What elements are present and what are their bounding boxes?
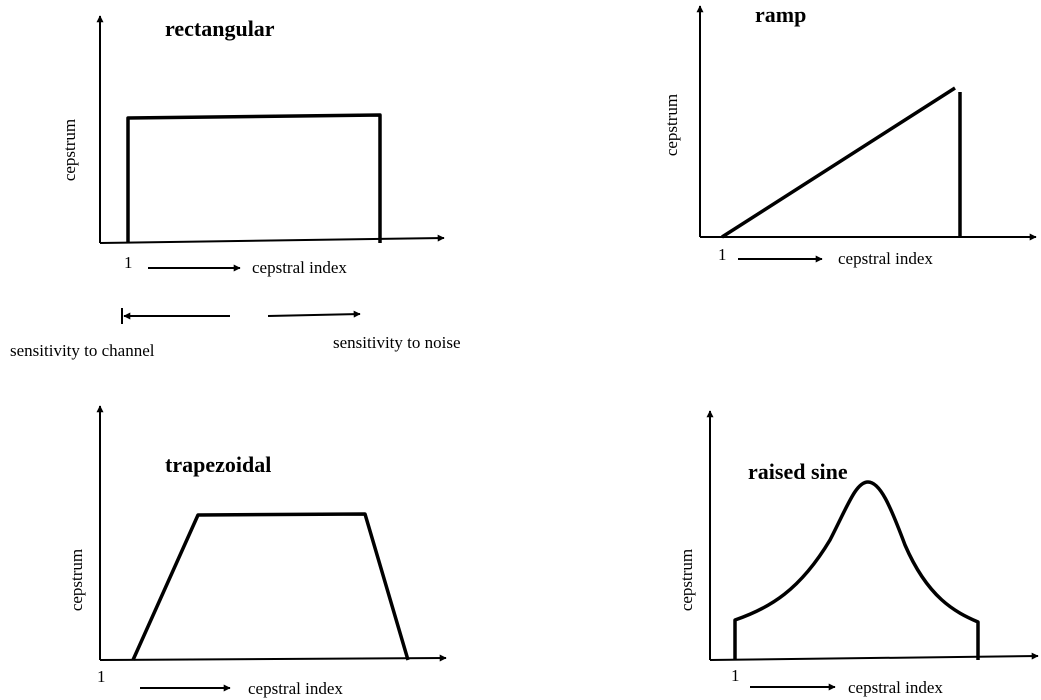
x-label: cepstral index [848,678,943,697]
origin-label: 1 [731,666,740,685]
y-label: cepstrum [662,94,681,156]
y-label: cepstrum [677,549,696,611]
sensitivity-label: sensitivity to noise [333,333,461,352]
x-axis [709,652,1039,661]
panel-title: trapezoidal [165,452,271,477]
origin-label: 1 [124,253,133,272]
origin-label: 1 [97,667,106,686]
panel-title: raised sine [748,459,848,484]
panel-ramp: ramp cepstrum 1 cepstral index [662,2,1037,268]
lifter-shape [131,512,410,661]
x-label: cepstral index [252,258,347,277]
y-label: cepstrum [67,549,86,611]
lifter-shape [721,86,962,239]
panel-rectangular: rectangular cepstrum 1 cepstral index se… [10,15,461,360]
x-axis [99,234,445,244]
sensitivity-label: sensitivity to channel [10,341,155,360]
x-axis [99,654,447,662]
sensitivity-arrow [267,310,361,318]
panel-raised-sine: raised sine cepstrum 1 cepstral index [677,410,1039,697]
x-label: cepstral index [248,679,343,698]
origin-label: 1 [718,245,727,264]
y-label: cepstrum [60,119,79,181]
lifter-shape [733,480,980,660]
lifter-shape [126,113,382,243]
panel-trapezoidal: trapezoidal cepstrum 1 cepstral index [67,405,447,698]
panel-title: ramp [755,2,806,27]
x-label: cepstral index [838,249,933,268]
panel-title: rectangular [165,16,275,41]
